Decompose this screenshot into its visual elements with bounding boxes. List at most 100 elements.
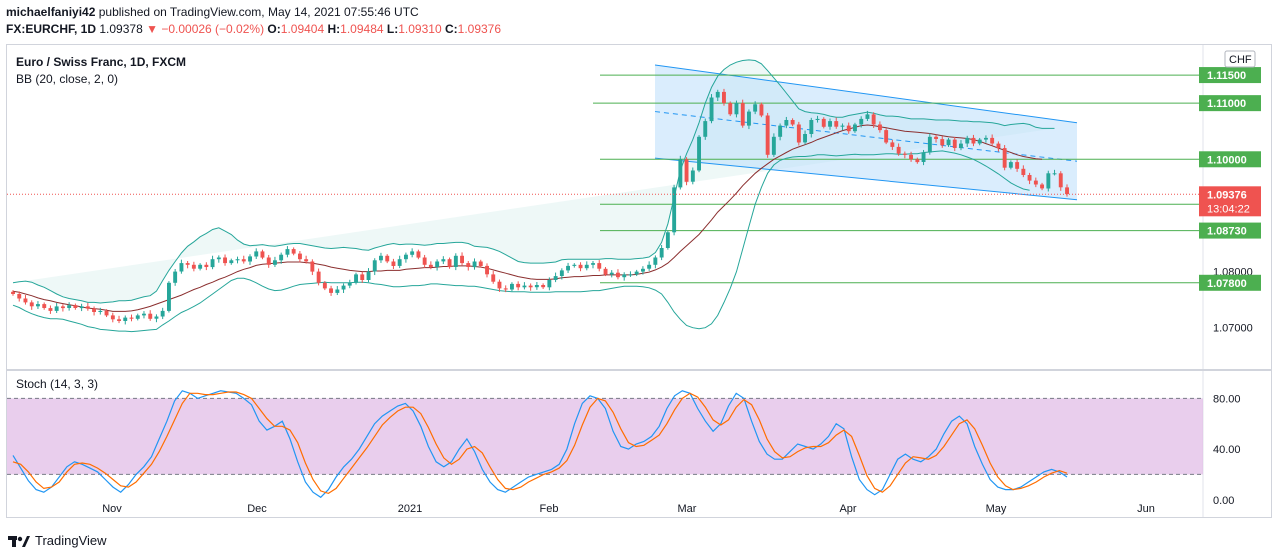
candle-body [1015, 162, 1020, 169]
candle-body [921, 152, 926, 162]
candle-body [54, 306, 59, 311]
open-value: 1.09404 [280, 22, 325, 36]
candle-body [659, 248, 664, 258]
countdown-label: 13:04:22 [1207, 203, 1250, 215]
author-name[interactable]: michaelfaniyi42 [6, 5, 96, 19]
candle-body [453, 255, 458, 267]
candle-body [117, 319, 121, 321]
candle-body [223, 257, 227, 264]
price-change: −0.00026 (−0.02%) [161, 22, 265, 36]
candle-body [715, 91, 720, 98]
high-value: 1.09484 [340, 22, 384, 36]
candle-body [391, 261, 396, 266]
level-label-bg [1199, 151, 1261, 168]
candle-body [915, 159, 920, 163]
candle-body [591, 263, 595, 265]
candle-body [609, 272, 614, 275]
symbol-label: FX:EURCHF, 1D [6, 22, 97, 36]
candle-body [142, 313, 146, 316]
currency-badge: CHF [1229, 54, 1252, 66]
candle-body [48, 308, 53, 311]
candle-body [684, 159, 689, 182]
candle-body [647, 264, 652, 269]
level-label-bg [1199, 222, 1261, 239]
candle-body [160, 310, 165, 317]
candle-body [435, 261, 440, 268]
low-value: 1.09310 [398, 22, 442, 36]
candle-body [534, 285, 539, 288]
stoch-legend: Stoch (14, 3, 3) [16, 377, 99, 391]
candle-body [622, 274, 627, 278]
stoch-axis-tick: 0.00 [1213, 495, 1234, 507]
channel-lower-line [654, 157, 1078, 201]
level-label-bg [1199, 274, 1261, 291]
candle-body [771, 136, 776, 155]
stoch-chart[interactable]: 80.00 40.00 0.00 [7, 371, 1271, 517]
candle-body [229, 260, 234, 264]
brand-name: TradingView [35, 533, 107, 548]
candle-body [722, 91, 726, 104]
candle-body [129, 317, 134, 319]
candle-body [784, 120, 789, 126]
candle-body [940, 139, 945, 146]
candle-body [859, 118, 864, 125]
tradingview-brand[interactable]: TradingView [8, 533, 107, 548]
level-label: 1.11000 [1207, 98, 1246, 110]
time-axis-label: Dec [247, 503, 267, 515]
candle-body [372, 260, 377, 272]
bb-upper-band [12, 59, 1055, 304]
candle-body [566, 265, 570, 271]
candle-body [210, 259, 215, 268]
candle-body [154, 316, 159, 319]
candle-body [672, 187, 677, 233]
candle-body [815, 118, 820, 120]
candle-body [322, 282, 327, 289]
candle-body [472, 261, 477, 268]
candle-body [191, 264, 196, 269]
price-chart[interactable]: 1.070001.080001.115001.115001.110001.100… [7, 45, 1271, 369]
time-axis-label: Mar [678, 503, 697, 515]
stoch-d-line [12, 391, 1068, 495]
candle-body [235, 259, 240, 261]
candle-body [404, 254, 408, 260]
high-label: H: [327, 22, 341, 36]
candle-body [42, 304, 47, 308]
candle-body [460, 255, 464, 264]
candle-body [996, 143, 1001, 149]
candle-body [478, 261, 483, 266]
candle-body [927, 136, 932, 153]
candle-body [971, 137, 976, 144]
candle-body [765, 115, 770, 155]
stoch-pane[interactable]: 80.00 40.00 0.00 Stoch (14, 3, 3) [6, 370, 1272, 518]
candle-body [959, 143, 963, 149]
candle-body [173, 271, 178, 283]
level-label: 1.08730 [1207, 226, 1247, 238]
level-label: 1.11500 [1207, 70, 1246, 82]
candle-body [354, 274, 358, 283]
candle-body [522, 285, 527, 288]
candle-body [653, 257, 658, 265]
candle-body [204, 264, 209, 267]
level-label: 1.10000 [1207, 154, 1247, 166]
stoch-axis-tick: 40.00 [1213, 444, 1241, 456]
price-axis-tick: 1.07000 [1213, 323, 1253, 335]
candle-body [1033, 180, 1038, 185]
candle-body [759, 104, 764, 116]
candle-body [846, 125, 851, 132]
price-pane[interactable]: 1.070001.080001.115001.115001.110001.100… [6, 44, 1272, 370]
candle-body [778, 125, 783, 137]
candle-body [366, 271, 371, 280]
candle-body [503, 288, 508, 290]
candle-body [198, 264, 203, 269]
time-axis-label: Nov [102, 503, 122, 515]
candle-body [528, 285, 533, 288]
candle-body [310, 261, 315, 272]
down-arrow-icon: ▼ [146, 22, 158, 36]
candle-body [422, 257, 427, 265]
candle-body [466, 263, 471, 267]
candle-body [990, 137, 995, 144]
candle-body [98, 310, 103, 312]
candle-body [809, 120, 814, 134]
channel-median-line [654, 111, 1078, 162]
candle-body [734, 103, 739, 115]
